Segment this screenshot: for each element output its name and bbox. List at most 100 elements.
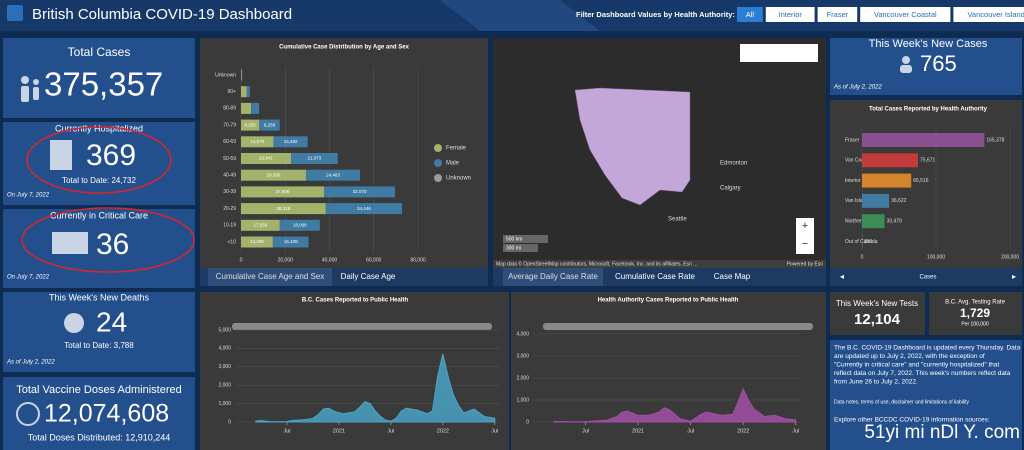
bar <box>862 153 918 168</box>
tab[interactable]: Case Map <box>714 272 751 281</box>
data-label: 34,446 <box>357 206 371 211</box>
title: British Columbia COVID-19 Dashboard <box>32 6 292 23</box>
tab[interactable]: Average Daily Case Rate <box>508 272 598 281</box>
x-tick-label: 2021 <box>333 428 345 434</box>
kpi-value: 12,104 <box>854 311 901 328</box>
panel <box>929 292 1022 335</box>
data-label: 32,070 <box>353 189 367 194</box>
data-label: 9,259 <box>264 122 276 127</box>
tab-bar <box>830 268 1022 286</box>
data-label: 66,516 <box>913 178 929 184</box>
bar-segment <box>291 153 338 164</box>
info-text: The B.C. COVID-19 Dashboard is updated e… <box>834 345 1021 352</box>
bar-segment <box>251 102 260 114</box>
kpi-date: On July 7, 2022 <box>7 275 50 281</box>
filter-label[interactable]: All <box>746 10 755 19</box>
data-label: 18,068 <box>293 222 307 227</box>
kpi-value: 24 <box>96 306 127 337</box>
pager[interactable]: ◂ <box>840 272 844 281</box>
zoom-out[interactable]: − <box>802 238 808 250</box>
data-label: 14,409 <box>250 239 264 244</box>
x-tick-label: 40,000 <box>322 257 338 263</box>
legend-swatch <box>434 159 442 167</box>
filter-button[interactable] <box>817 7 858 22</box>
kpi-label: This Week's New Tests <box>836 299 918 308</box>
bar <box>862 214 885 229</box>
data-label: 24,463 <box>326 172 340 177</box>
bar-segment <box>273 136 308 148</box>
data-label: 21,073 <box>308 156 322 161</box>
y-tick-label: 3,000 <box>218 364 231 370</box>
map-tools[interactable] <box>740 44 818 62</box>
bar-segment <box>325 203 402 215</box>
filter-button[interactable] <box>860 7 951 22</box>
kpi-sub: Total to Date: 3,788 <box>64 341 134 350</box>
panel <box>3 292 195 372</box>
icon-vaccine <box>16 402 40 426</box>
icon-hospital <box>50 140 72 170</box>
scale <box>503 235 548 243</box>
y-tick-label: 5,000 <box>218 327 231 333</box>
bar-segment <box>241 86 247 98</box>
data-label: 165,378 <box>986 137 1004 143</box>
tab[interactable]: Cumulative Case Rate <box>615 272 696 281</box>
map-region <box>574 87 691 206</box>
y-tick-label: Northern <box>845 219 865 225</box>
link[interactable]: Data notes, terms of use, disclaimer and… <box>834 399 970 405</box>
info-text: reflect data on July 7, 2022. This week'… <box>834 370 1011 377</box>
axis-label: Cases <box>919 275 936 281</box>
bar <box>862 133 985 147</box>
chart-title: Cumulative Case Distribution by Age and … <box>279 45 409 51</box>
panel <box>830 38 1022 95</box>
x-tick-label: 0 <box>861 254 864 260</box>
x-tick-label: 200,000 <box>1001 254 1019 260</box>
kpi-value: 369 <box>86 139 136 172</box>
attribution-bar <box>493 260 826 268</box>
highlight <box>21 207 195 273</box>
pager[interactable]: ▸ <box>1012 272 1016 281</box>
y-tick-label: 0 <box>228 419 231 425</box>
logo <box>7 5 23 21</box>
y-tick-label: 30-39 <box>223 189 236 195</box>
range-slider[interactable] <box>232 323 492 330</box>
y-tick-label: Unknown <box>215 72 236 78</box>
y-tick-label: Interior <box>845 178 861 184</box>
data-label: 8,250 <box>244 122 256 127</box>
filter-label[interactable]: Interior <box>779 10 803 19</box>
scale-label: 500 km <box>506 236 522 242</box>
x-tick-label: Jul <box>387 428 394 434</box>
filter-label[interactable]: Vancouver Island <box>967 10 1024 19</box>
bar-segment <box>241 203 326 215</box>
filter-button[interactable] <box>765 7 815 22</box>
kpi-sub: Total to Date: 24,732 <box>62 176 136 185</box>
filter-label[interactable]: Fraser <box>827 10 849 19</box>
info-text: are updated up to July 2, 2022, with the… <box>834 353 985 360</box>
filter-label[interactable]: Vancouver Coastal <box>874 10 937 19</box>
bar-segment <box>305 169 361 181</box>
filter-button[interactable] <box>737 7 763 22</box>
icon-person <box>900 65 912 73</box>
header-deco <box>440 0 600 31</box>
chart-title: B.C. Cases Reported to Public Health <box>302 298 409 304</box>
tab[interactable]: Cumulative Case Age and Sex <box>216 272 325 281</box>
y-tick-label: 2,000 <box>516 375 529 381</box>
tab[interactable]: Daily Case Age <box>341 272 396 281</box>
y-tick-label: 70-79 <box>223 122 236 128</box>
y-tick-label: 1,000 <box>218 401 231 407</box>
map-place: Edmonton <box>720 161 747 167</box>
x-tick-label: Jul <box>582 428 589 434</box>
range-slider[interactable] <box>543 323 813 330</box>
watermark: 51yi mi nDl Y. com <box>864 422 1020 443</box>
x-tick-label: 80,000 <box>410 257 426 263</box>
x-tick-label: Jul <box>687 428 694 434</box>
tab-active <box>208 268 332 286</box>
panel <box>3 38 195 118</box>
y-tick-label: 90+ <box>228 89 237 95</box>
filter-button[interactable] <box>953 7 1024 22</box>
x-tick-label: Jul <box>283 428 290 434</box>
y-tick-label: <10 <box>228 239 237 245</box>
zoom-in[interactable]: + <box>802 220 808 232</box>
data-label: 15,482 <box>284 139 298 144</box>
data-label: 14,670 <box>250 139 264 144</box>
zoom[interactable] <box>796 218 814 254</box>
